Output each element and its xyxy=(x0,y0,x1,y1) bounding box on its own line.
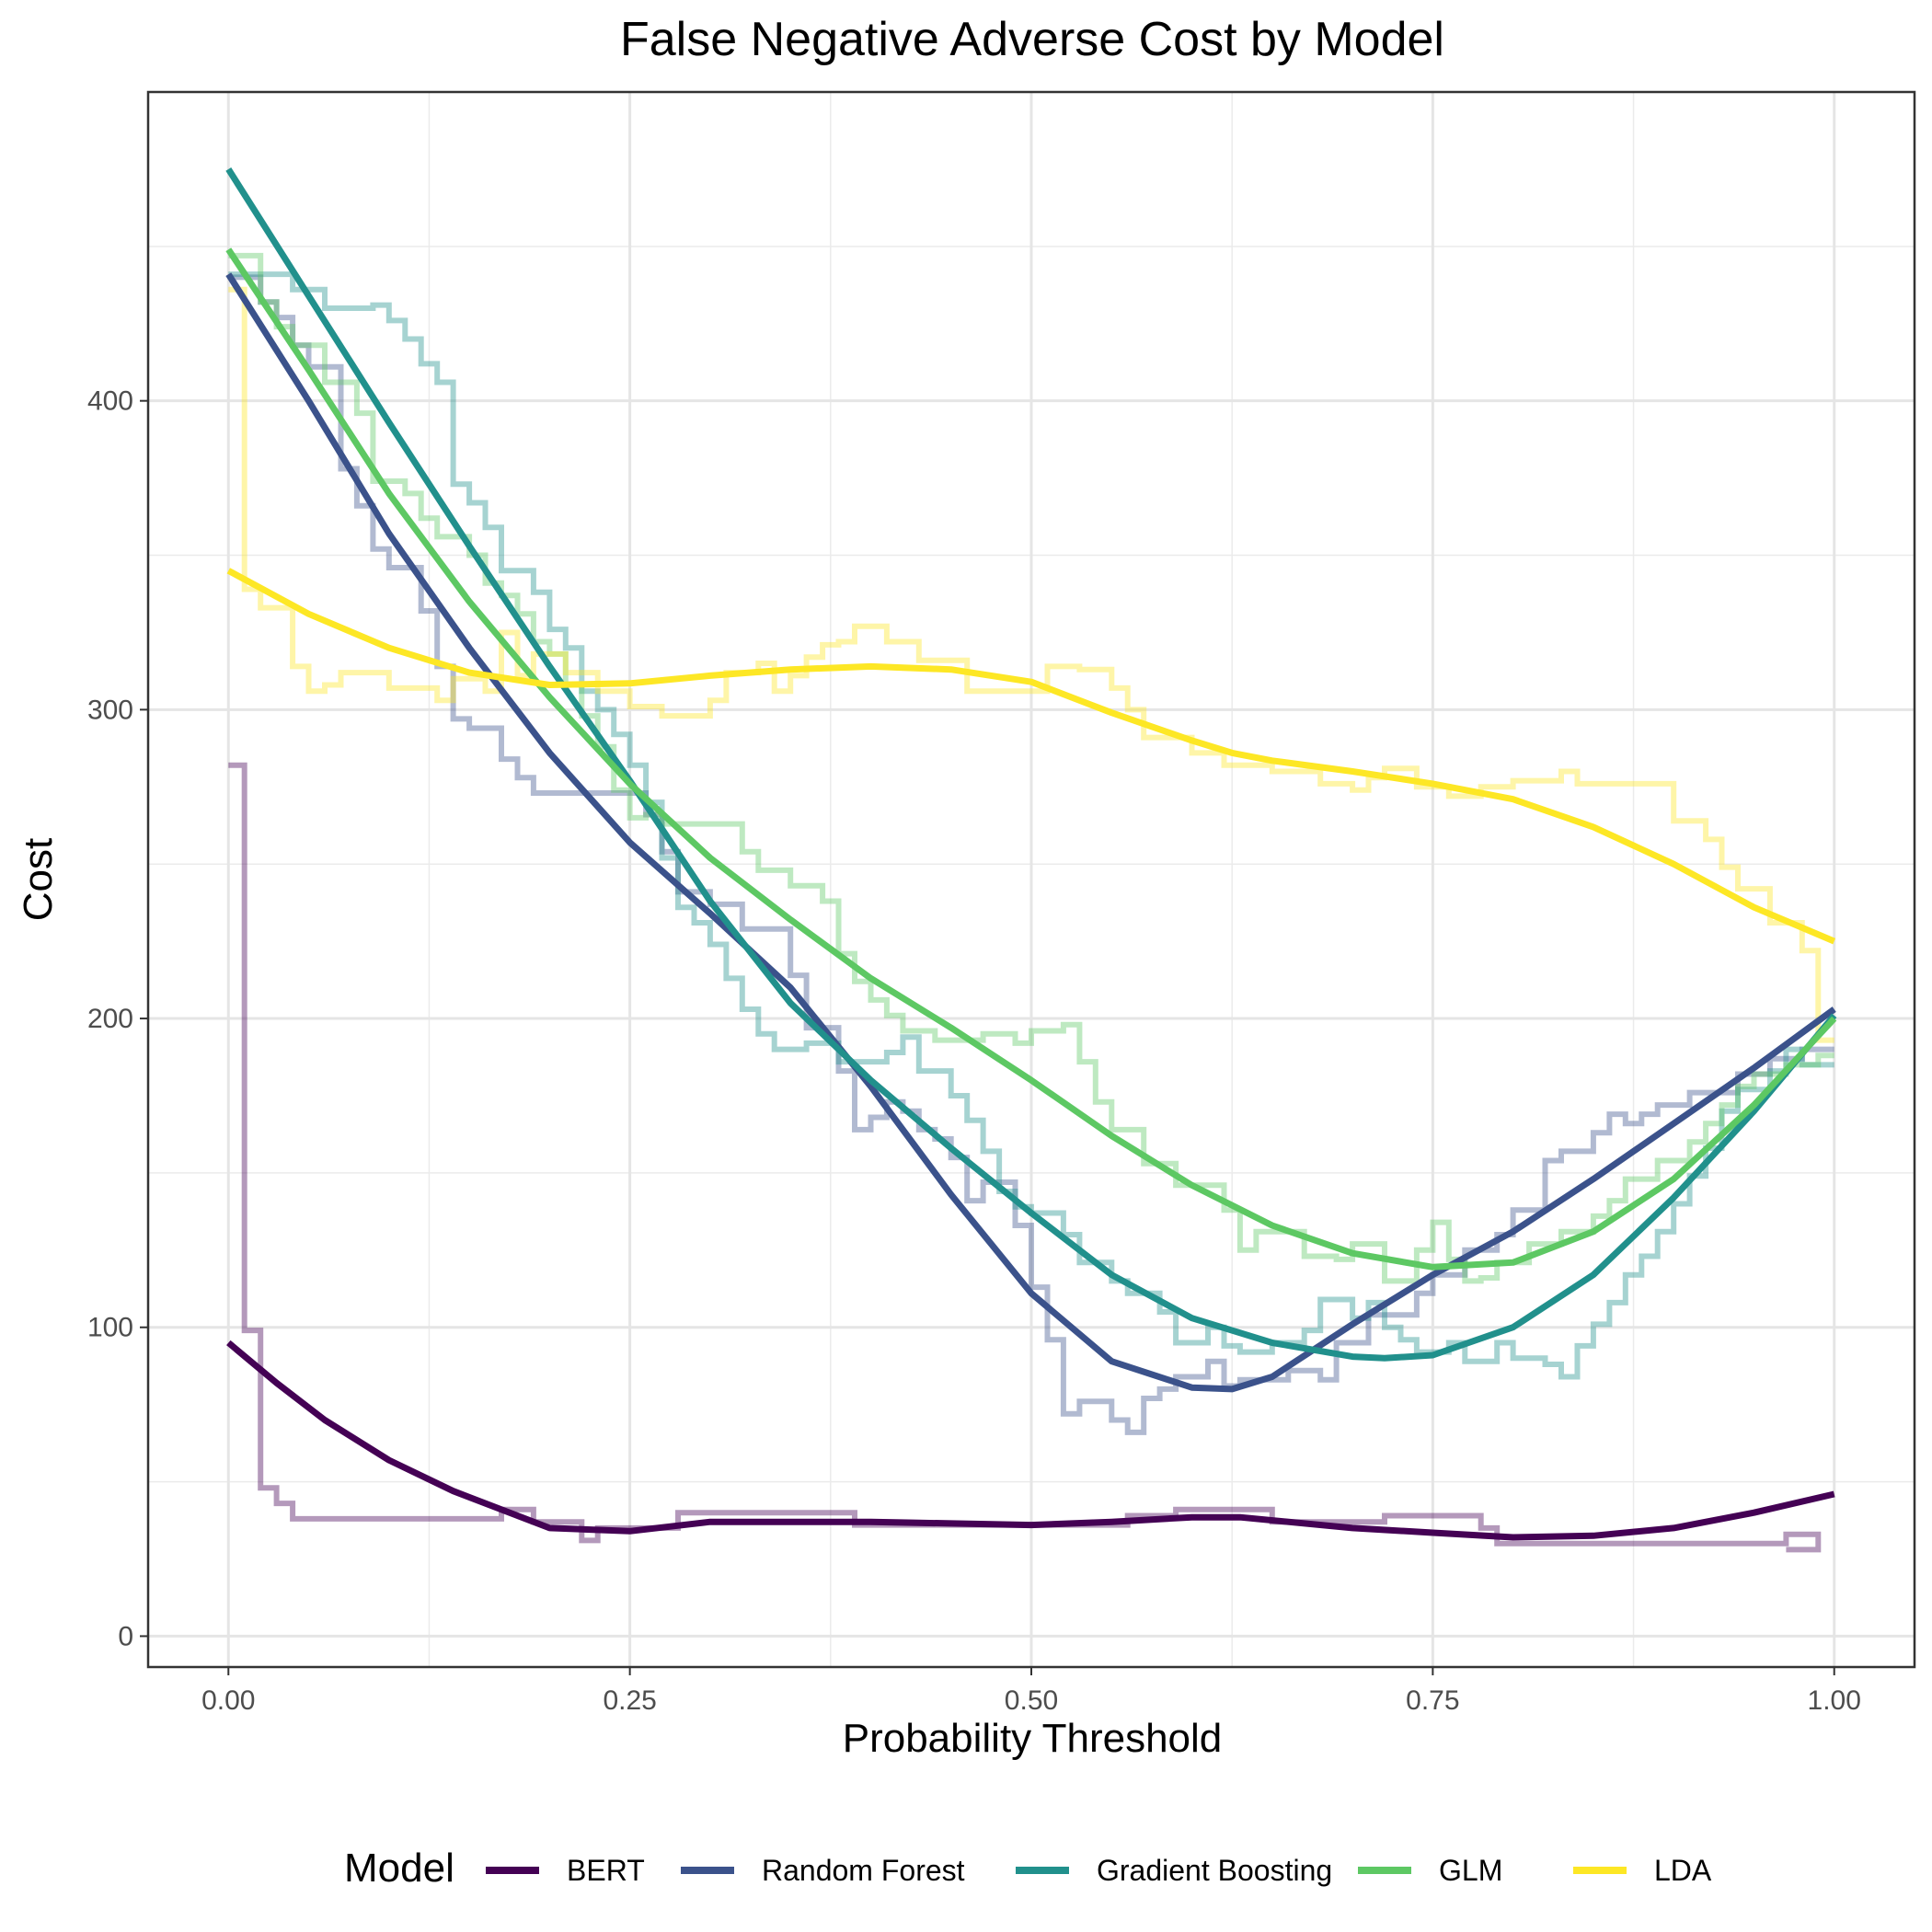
y-tick-label: 100 xyxy=(87,1313,133,1343)
gradient-boosting-legend-label: Gradient Boosting xyxy=(1097,1854,1332,1887)
y-axis-title: Cost xyxy=(16,838,61,921)
x-axis-title: Probability Threshold xyxy=(843,1716,1223,1761)
glm-smooth-line xyxy=(225,247,1837,1271)
bert-legend-label: BERT xyxy=(567,1854,645,1887)
legend-items: BERT Random Forest Gradient Boosting GLM LDA xyxy=(486,1854,1712,1887)
y-tick-label: 300 xyxy=(87,695,133,725)
x-axis: 0.00 0.25 0.50 0.75 1.00 xyxy=(201,1667,1861,1716)
x-tick-label: 0.75 xyxy=(1406,1685,1459,1716)
lda-legend-label: LDA xyxy=(1654,1854,1712,1887)
x-tick-label: 0.00 xyxy=(201,1685,255,1716)
x-tick-label: 1.00 xyxy=(1808,1685,1861,1716)
chart-title: False Negative Adverse Cost by Model xyxy=(620,13,1444,66)
x-tick-label: 0.25 xyxy=(603,1685,656,1716)
plot-area xyxy=(146,90,1916,1669)
gradient-boosting-smooth-line xyxy=(225,167,1837,1362)
y-axis: 0 100 200 300 400 xyxy=(87,386,148,1651)
lda-step-line xyxy=(228,286,1834,1043)
x-tick-label: 0.50 xyxy=(1005,1685,1058,1716)
lda-smooth-line xyxy=(226,568,1836,945)
bert-smooth-line xyxy=(226,1340,1835,1541)
legend: Model BERT Random Forest Gradient Boosting… xyxy=(344,1846,1712,1891)
random-forest-smooth-line xyxy=(225,272,1836,1393)
bert-step-line xyxy=(228,762,1822,1553)
major-gridlines xyxy=(148,92,1915,1667)
y-tick-label: 200 xyxy=(87,1004,133,1034)
legend-title: Model xyxy=(344,1846,454,1891)
random-forest-legend-label: Random Forest xyxy=(762,1854,965,1887)
smooth-lines xyxy=(225,167,1837,1541)
y-tick-label: 0 xyxy=(118,1621,133,1651)
glm-legend-label: GLM xyxy=(1439,1854,1502,1887)
y-tick-label: 400 xyxy=(87,386,133,417)
